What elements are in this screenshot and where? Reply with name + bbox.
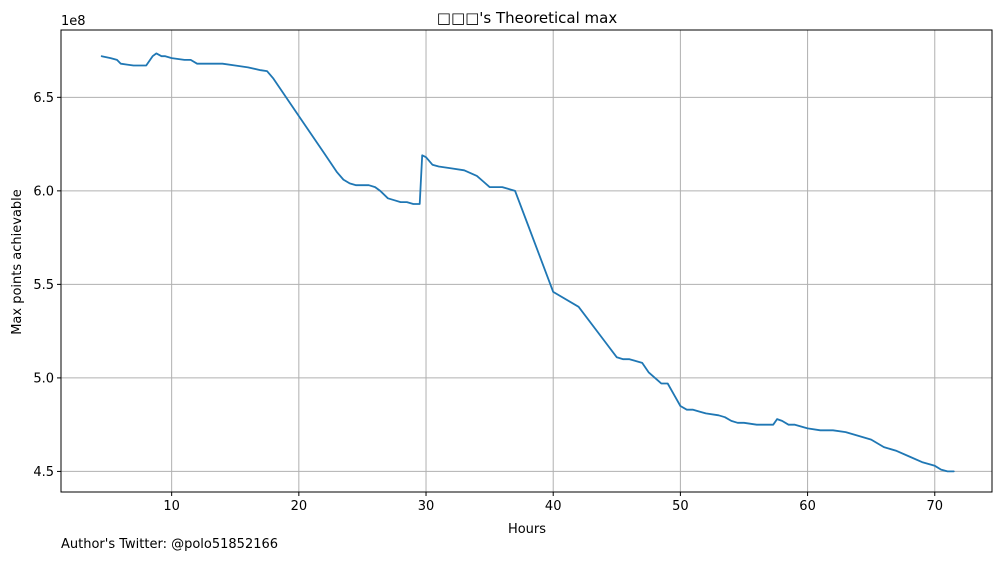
x-axis-label: Hours — [508, 522, 546, 537]
y-axis-label: Max points achievable — [10, 189, 25, 335]
y-axis-offset-label: 1e8 — [61, 14, 86, 29]
x-tick-label: 10 — [163, 499, 180, 514]
y-tick-label: 6.5 — [33, 91, 54, 106]
x-tick-label: 50 — [672, 499, 689, 514]
x-tick-label: 40 — [545, 499, 562, 514]
x-tick-label: 70 — [926, 499, 943, 514]
x-tick-label: 20 — [291, 499, 308, 514]
y-tick-label: 6.0 — [33, 184, 54, 199]
x-tick-label: 30 — [418, 499, 435, 514]
y-tick-label: 5.5 — [33, 278, 54, 293]
y-tick-label: 5.0 — [33, 371, 54, 386]
chart-title: □□□'s Theoretical max — [437, 9, 618, 27]
series-line — [100, 52, 955, 473]
author-footer: Author's Twitter: @polo51852166 — [61, 537, 279, 552]
y-tick-label: 4.5 — [33, 465, 54, 480]
grid-lines — [61, 30, 992, 492]
series-layer — [100, 52, 955, 473]
plot-area-frame — [60, 29, 993, 493]
axis-ticks: 10 20 30 40 50 60 70 4.5 5.0 5.5 6.0 6.5 — [33, 91, 943, 514]
x-tick-label: 60 — [799, 499, 816, 514]
